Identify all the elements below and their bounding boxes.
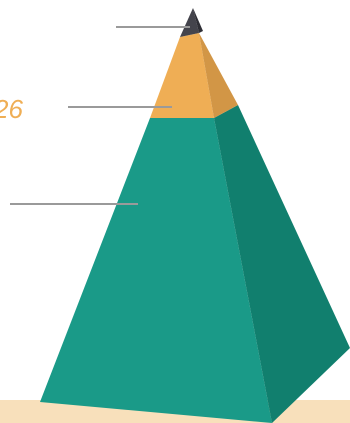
pyramid-tier-bottom-side (214, 105, 350, 423)
pyramid-tier-top-side (193, 8, 203, 33)
pyramid-tier-middle-front (150, 33, 214, 118)
tier-middle-label: 26 (0, 94, 23, 124)
pyramid-tier-bottom-front (40, 118, 272, 423)
pyramid-tier-top-front (180, 8, 199, 37)
pyramid-tier-middle-side (199, 33, 238, 118)
